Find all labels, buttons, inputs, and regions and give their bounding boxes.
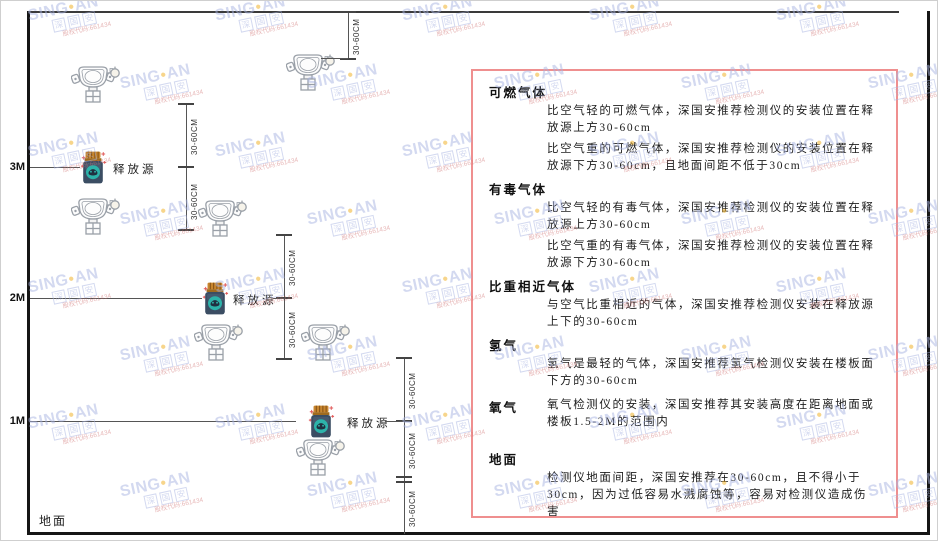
ground-label: 地面 — [39, 514, 68, 528]
dimension-label: 30-60CM — [408, 372, 417, 409]
dimension-tick — [340, 11, 356, 13]
height-line-3m — [30, 167, 80, 168]
dimension-tick — [178, 229, 194, 231]
gas-detector-icon — [301, 323, 350, 361]
section-paragraph: 比空气重的可燃气体，深国安推荐检测仪的安装位置在释放源下方30-60cm，且地面… — [547, 143, 875, 172]
right-wall-line — [927, 11, 930, 534]
dimension-label: 30-60CM — [288, 311, 297, 348]
section-similar-density-gas: 比重相近气体 与空气比重相近的气体，深国安推荐检测仪安装在释放源上下的30-60… — [489, 276, 880, 331]
dimension-tick — [340, 58, 356, 60]
section-paragraph: 氧气检测仪的安装，深国安推荐其安装高度在距离地面或楼板1.5-2M的范围内 — [547, 399, 875, 428]
section-oxygen: 氧气 氧气检测仪的安装，深国安推荐其安装高度在距离地面或楼板1.5-2M的范围内 — [489, 394, 880, 435]
section-paragraph: 比空气重的有毒气体，深国安推荐检测仪的安装位置在释放源下方30-60cm — [547, 240, 875, 269]
section-title: 比重相近气体 — [489, 280, 577, 294]
dimension-tick — [396, 476, 412, 478]
release-source-icon — [202, 282, 229, 315]
dimension-label: 30-60CM — [408, 432, 417, 469]
left-wall-line — [27, 11, 30, 534]
ceiling-line — [28, 11, 899, 13]
dimension-label: 30-60CM — [190, 183, 199, 220]
height-line-2m — [30, 298, 202, 299]
section-paragraph: 氢气是最轻的气体，深国安推荐氢气检测仪安装在楼板面下方的30-60cm — [547, 358, 875, 387]
section-title: 地面 — [489, 453, 519, 467]
dimension-label: 30-60CM — [408, 490, 417, 527]
height-label-3m: 3M — [9, 161, 25, 173]
release-source-icon — [80, 151, 107, 184]
section-ground: 地面 检测仪地面间距，深国安推荐在30-60cm，且不得小于30cm，因为过低容… — [489, 449, 880, 518]
gas-detector-icon — [71, 65, 120, 103]
installation-notes-panel: 可燃气体 比空气轻的可燃气体，深国安推荐检测仪的安装位置在释放源上方30-60c… — [471, 69, 898, 518]
dimension-tick — [276, 358, 292, 360]
dimension-line — [348, 12, 349, 59]
dimension-stub — [385, 421, 404, 422]
section-title: 可燃气体 — [489, 86, 548, 100]
gas-detector-icon — [296, 438, 345, 476]
release-source-label: 释放源 — [233, 295, 277, 307]
section-paragraph: 比空气轻的有毒气体，深国安推荐检测仪的安装位置在释放源上方30-60cm — [547, 202, 875, 231]
release-source-icon — [308, 405, 335, 438]
dimension-tick — [178, 103, 194, 105]
section-toxic-gas: 有毒气体 比空气轻的有毒气体，深国安推荐检测仪的安装位置在释放源上方30-60c… — [489, 179, 880, 272]
height-line-1m — [30, 421, 296, 422]
section-hydrogen: 氢气 氢气是最轻的气体，深国安推荐氢气检测仪安装在楼板面下方的30-60cm — [489, 335, 880, 390]
gas-detector-icon — [71, 197, 120, 235]
dimension-line — [404, 358, 405, 534]
dimension-stub — [273, 298, 285, 299]
dimension-tick — [396, 481, 412, 483]
height-label-2m: 2M — [9, 292, 25, 304]
dimension-label: 30-60CM — [190, 118, 199, 155]
gas-detector-icon — [198, 199, 247, 237]
ground-line — [27, 532, 930, 535]
height-label-1m: 1M — [9, 415, 25, 427]
dimension-tick — [178, 166, 194, 168]
dimension-label: 30-60CM — [352, 18, 361, 55]
section-title: 有毒气体 — [489, 183, 548, 197]
gas-detector-icon — [194, 323, 243, 361]
release-source-label: 释放源 — [347, 418, 391, 430]
release-source-label: 释放源 — [113, 164, 157, 176]
dimension-tick — [276, 234, 292, 236]
dimension-tick — [396, 357, 412, 359]
dimension-tick — [396, 420, 412, 422]
section-combustible-gas: 可燃气体 比空气轻的可燃气体，深国安推荐检测仪的安装位置在释放源上方30-60c… — [489, 82, 880, 175]
section-paragraph: 与空气比重相近的气体，深国安推荐检测仪安装在释放源上下的30-60cm — [547, 299, 875, 328]
section-title: 氧气 — [489, 401, 519, 415]
dimension-label: 30-60CM — [288, 249, 297, 286]
dimension-stub — [321, 58, 348, 59]
section-paragraph: 比空气轻的可燃气体，深国安推荐检测仪的安装位置在释放源上方30-60cm — [547, 105, 875, 134]
dimension-tick — [276, 297, 292, 299]
section-title: 氢气 — [489, 339, 519, 353]
section-paragraph: 检测仪地面间距，深国安推荐在30-60cm，且不得小于30cm，因为过低容易水溅… — [547, 472, 868, 518]
